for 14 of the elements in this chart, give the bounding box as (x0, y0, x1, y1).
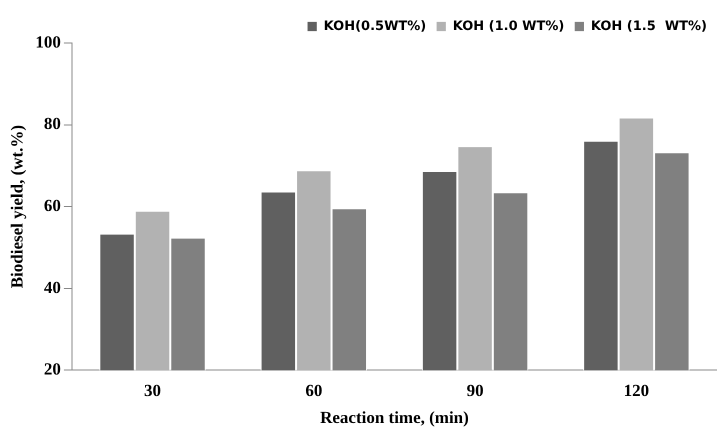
y-tick-label: 20 (44, 360, 61, 379)
y-tick-label: 80 (44, 114, 61, 134)
y-tick-label: 60 (44, 196, 61, 215)
x-tick-label: 90 (466, 380, 484, 400)
x-tick-label: 120 (624, 380, 650, 400)
y-tick-label: 100 (35, 32, 61, 52)
legend-label: KOH (1.0 WT%) (452, 18, 564, 34)
legend-label: KOH (1.5 WT%) (590, 18, 708, 34)
y-tick-label: 40 (44, 278, 61, 297)
y-axis-title: Biodiesel yield, (wt.%) (8, 124, 27, 288)
x-axis-title: Reaction time, (min) (320, 408, 469, 428)
legend-label: KOH(0.5WT%) (324, 18, 426, 34)
x-tick-label: 30 (144, 380, 162, 400)
x-tick-label: 60 (305, 380, 322, 400)
